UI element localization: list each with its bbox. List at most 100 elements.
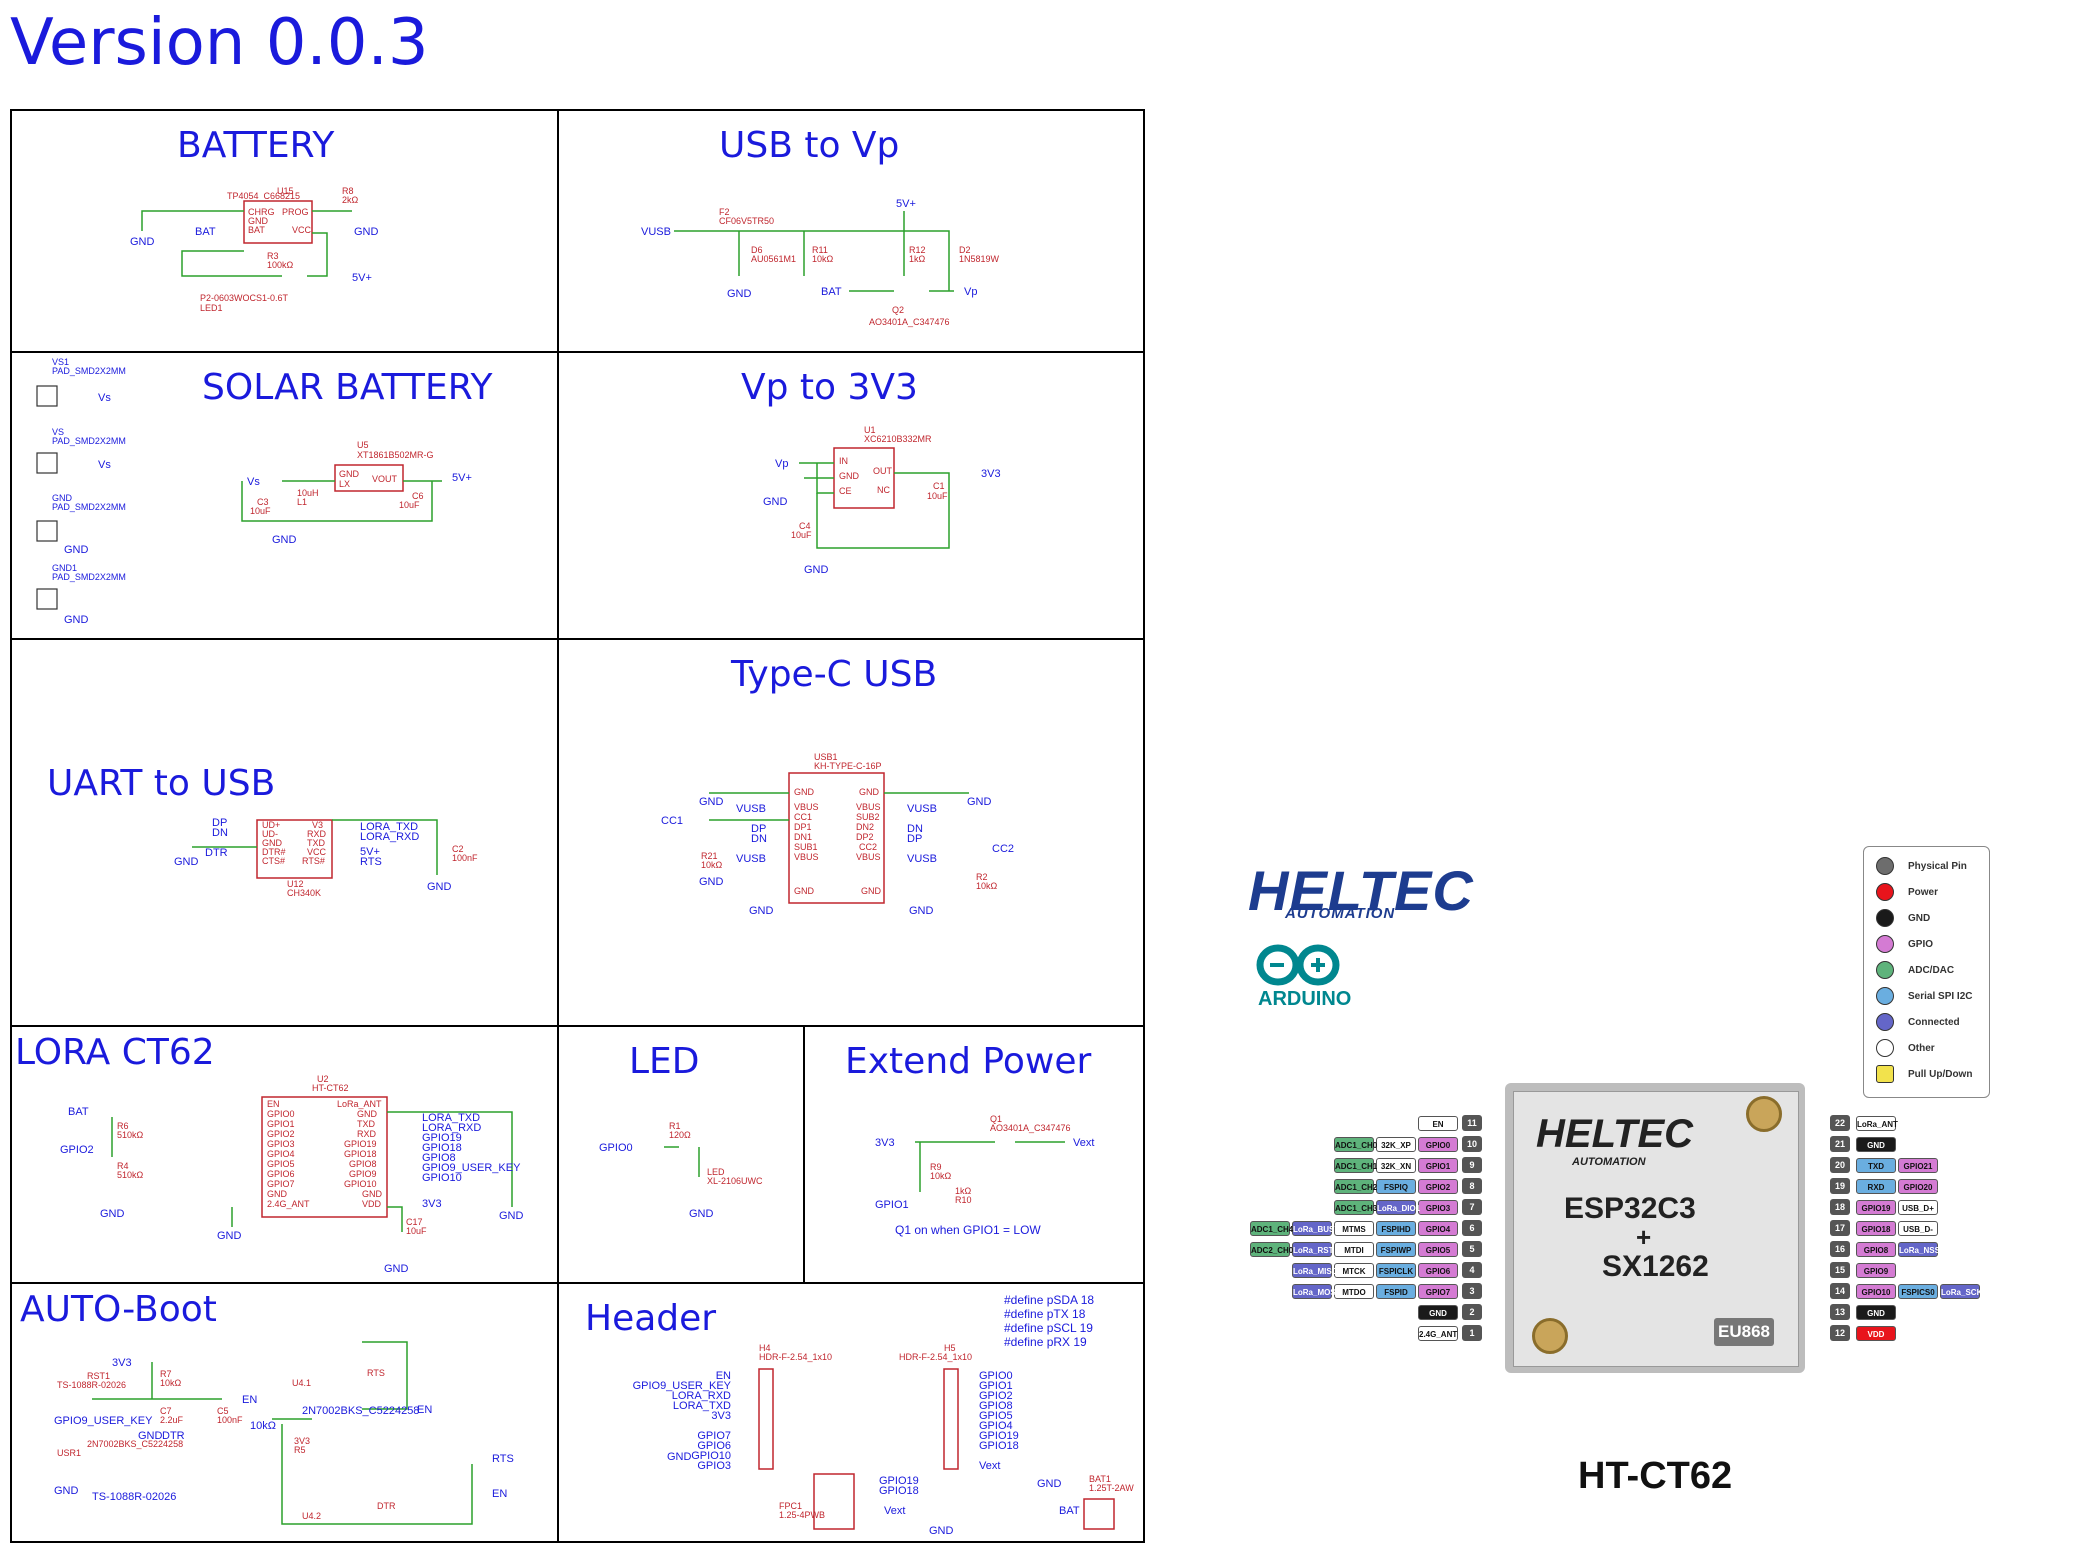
schem-label: R7: [160, 1369, 172, 1379]
net-label: GPIO19: [422, 1132, 462, 1144]
schem-label: 1N5819W: [959, 254, 1000, 264]
panel-title: UART to USB: [47, 763, 276, 804]
legend-swatch: [1876, 1039, 1894, 1057]
legend-swatch: [1876, 1013, 1894, 1031]
pin-function-label: USB_D-: [1898, 1221, 1938, 1236]
pin-legend: Physical Pin Power GND GPIO ADC/DAC Seri…: [1863, 846, 1990, 1098]
schem-label: RST1: [87, 1371, 110, 1381]
pin-function-label: ADC1_CH2: [1334, 1179, 1377, 1194]
pull-updown-icon: [1876, 1065, 1894, 1083]
panel-title: LORA CT62: [15, 1032, 215, 1073]
schem-label: DTR#: [262, 847, 286, 857]
net-label: VUSB: [736, 853, 766, 865]
schem-label: P2-0603WOCS1-0.6T: [200, 293, 289, 303]
net-label: GPIO19: [879, 1475, 919, 1487]
pin-function-label: ADC2_CH0: [1250, 1242, 1293, 1257]
legend-item: Power: [1876, 883, 1938, 901]
schem-label: 510kΩ: [117, 1130, 144, 1140]
net-label: GND: [689, 1208, 714, 1220]
pad-part: PAD_SMD2X2MM: [52, 502, 126, 512]
schem-label: VDD: [362, 1199, 382, 1209]
net-label: EN: [716, 1370, 731, 1382]
schem-label: 10uF: [791, 530, 812, 540]
net-label: GND: [727, 288, 752, 300]
pin-number: 17: [1830, 1220, 1850, 1236]
net-label: LORA_RXD: [360, 831, 419, 843]
pin-function-label: ADC1_CH1: [1334, 1158, 1377, 1173]
schem-label: GPIO1: [267, 1119, 295, 1129]
schem-label: DN2: [856, 822, 874, 832]
schem-label: D6: [751, 245, 763, 255]
panel-extend-power: Extend Power Q1 AO3401A_C347476 R9 10kΩ …: [804, 1026, 1144, 1283]
schem-label: USR1: [57, 1448, 81, 1458]
chip-band-badge: EU868: [1714, 1318, 1774, 1346]
legend-swatch: [1876, 883, 1894, 901]
legend-swatch: [1876, 857, 1894, 875]
pin-function-label: VDD: [1856, 1326, 1896, 1341]
schem-label: R10: [955, 1195, 972, 1205]
net-label: GND: [130, 236, 155, 248]
pin-function-label: MTDI: [1334, 1242, 1374, 1257]
pin-function-label: FSPIQ: [1376, 1179, 1416, 1194]
schem-label: 10uH: [297, 488, 319, 498]
pin-function-label: FSPIHD: [1376, 1221, 1416, 1236]
panel-usb-to-vp: USB to Vp F2 CF06V5TR50 D6 AU0561M1 R11 …: [558, 110, 1144, 352]
lora-ct62-schematic: U2 HT-CT62 EN GPIO0 GPIO1 GPIO2 GPIO3 GP…: [60, 1074, 524, 1275]
legend-item: Physical Pin: [1876, 857, 1967, 875]
pin-function-label: GPIO2: [1418, 1179, 1458, 1194]
uart-to-usb-schematic: DP DN DTR GND LORA_TXD LORA_RXD 5V+ RTS …: [174, 817, 478, 898]
schem-label: USB1: [814, 752, 838, 762]
schem-label: R21: [701, 851, 718, 861]
pin-function-label: ADC1_CH4: [1250, 1221, 1293, 1236]
net-label: LORA_RXD: [672, 1390, 731, 1402]
schem-label: R3: [267, 251, 279, 261]
pin-number: 10: [1462, 1136, 1482, 1152]
net-label: GPIO1: [875, 1199, 909, 1211]
net-label: RTS: [492, 1453, 514, 1465]
net-label: GPIO2: [60, 1144, 94, 1156]
schem-label: U2: [317, 1074, 329, 1084]
schem-label: GPIO8: [349, 1159, 377, 1169]
net-label: GPIO18: [422, 1142, 462, 1154]
panel-type-c-usb: Type-C USB USB1 KH-TYPE-C-16P GND VBUS C…: [558, 639, 1144, 1026]
panel-vp-to-3v3: Vp to 3V3 U1 XC6210B332MR IN GND CE OUT …: [558, 352, 1144, 639]
net-label: DN: [751, 833, 767, 845]
schem-label: CH340K: [287, 888, 321, 898]
schem-label: VBUS: [856, 802, 881, 812]
net-label: GND: [499, 1210, 524, 1222]
pin-function-label: LoRa_MISO: [1292, 1263, 1338, 1278]
net-label: GND: [929, 1525, 954, 1537]
net-label: GPIO5: [979, 1410, 1013, 1422]
schem-label: CC1: [794, 812, 812, 822]
schem-label: XT1861B502MR-G: [357, 450, 434, 460]
schem-label: 120Ω: [669, 1130, 691, 1140]
schem-label: DN1: [794, 832, 812, 842]
pin-function-label: 32K_XP: [1376, 1137, 1416, 1152]
schem-label: TXD: [307, 838, 326, 848]
schem-label: VOUT: [372, 474, 398, 484]
schem-label: 10kΩ: [930, 1171, 952, 1181]
define-line: #define pTX 18: [1004, 1307, 1086, 1321]
net-label: GPIO10: [422, 1172, 462, 1184]
net-label: CC2: [992, 843, 1014, 855]
define-line: #define pRX 19: [1004, 1335, 1087, 1349]
net-label: GND: [667, 1451, 692, 1463]
net-label: Vp: [775, 458, 788, 470]
schem-label: Q2: [892, 305, 904, 315]
net-label: 5V+: [360, 846, 380, 858]
schem-label: VCC: [307, 847, 327, 857]
define-line: #define pSDA 18: [1004, 1293, 1094, 1307]
net-label: GPIO7: [697, 1430, 731, 1442]
schem-label: F2: [719, 207, 730, 217]
pin-function-label: GPIO4: [1418, 1221, 1458, 1236]
schem-label: CC2: [859, 842, 877, 852]
schem-label: GPIO5: [267, 1159, 295, 1169]
legend-swatch: [1876, 987, 1894, 1005]
legend-item: Other: [1876, 1039, 1935, 1057]
pin-function-label: GPIO10: [1856, 1284, 1896, 1299]
net-label: GND: [427, 881, 452, 893]
schem-label: GPIO3: [267, 1139, 295, 1149]
schem-label: R1: [669, 1121, 681, 1131]
net-label: GPIO18: [879, 1485, 919, 1497]
net-label: GPIO4: [979, 1420, 1013, 1432]
